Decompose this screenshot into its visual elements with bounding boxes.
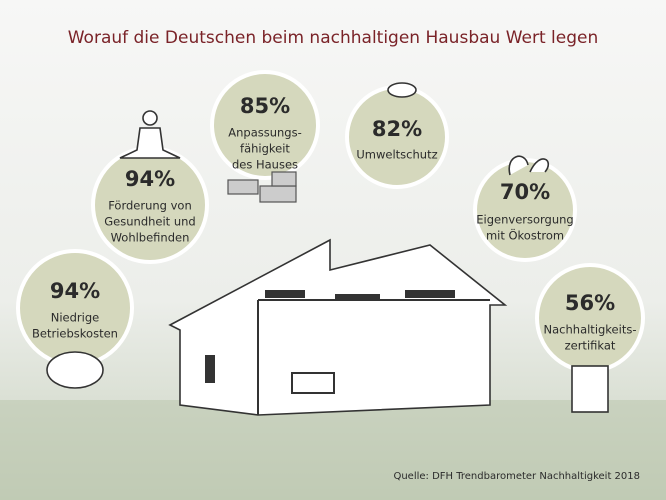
house [168,238,508,416]
percent: 56% [565,291,615,315]
bubble [473,158,577,262]
percent: 94% [50,279,100,303]
label: Niedrige [51,311,99,325]
label: zertifikat [565,339,616,353]
label: Förderung von [108,199,192,213]
icon-bee [387,82,417,98]
item: 70% Eigenversorgung mit Ökostrom [473,155,577,262]
percent: 94% [125,167,175,191]
label: fähigkeit [240,142,290,156]
label: Betriebskosten [32,327,118,341]
item: 82% Umweltschutz [345,82,449,189]
lawn [0,400,666,500]
percent: 82% [372,117,422,141]
icon-certificate [571,365,609,413]
title: Worauf die Deutschen beim nachhaltigen H… [68,28,599,48]
label: Wohlbefinden [111,231,190,245]
bubble [16,249,134,367]
icon-yoga-body [119,127,181,159]
bubble [535,263,645,373]
icon-piggy [46,351,104,389]
label: Eigenversorgung [476,213,573,227]
item: 94% Förderung von Gesundheit und Wohlbef… [91,110,209,264]
percent: 70% [500,180,550,204]
label: Umweltschutz [356,148,437,162]
bubble [210,70,320,180]
percent: 85% [240,94,290,118]
source: Quelle: DFH Trendbarometer Nachhaltigkei… [393,471,640,482]
label: Nachhaltigkeits- [544,323,637,337]
label: mit Ökostrom [486,227,564,243]
icon-plant [508,155,550,176]
icon-yoga [142,110,158,126]
item: 94% Niedrige Betriebskosten [16,249,134,389]
label: Gesundheit und [104,215,195,229]
label: Anpassungs- [228,126,302,140]
item: 85% Anpassungs- fähigkeit des Hauses [210,70,320,203]
item: 56% Nachhaltigkeits- zertifikat [535,263,645,413]
label: des Hauses [232,158,298,172]
icon-blocks [227,171,297,203]
